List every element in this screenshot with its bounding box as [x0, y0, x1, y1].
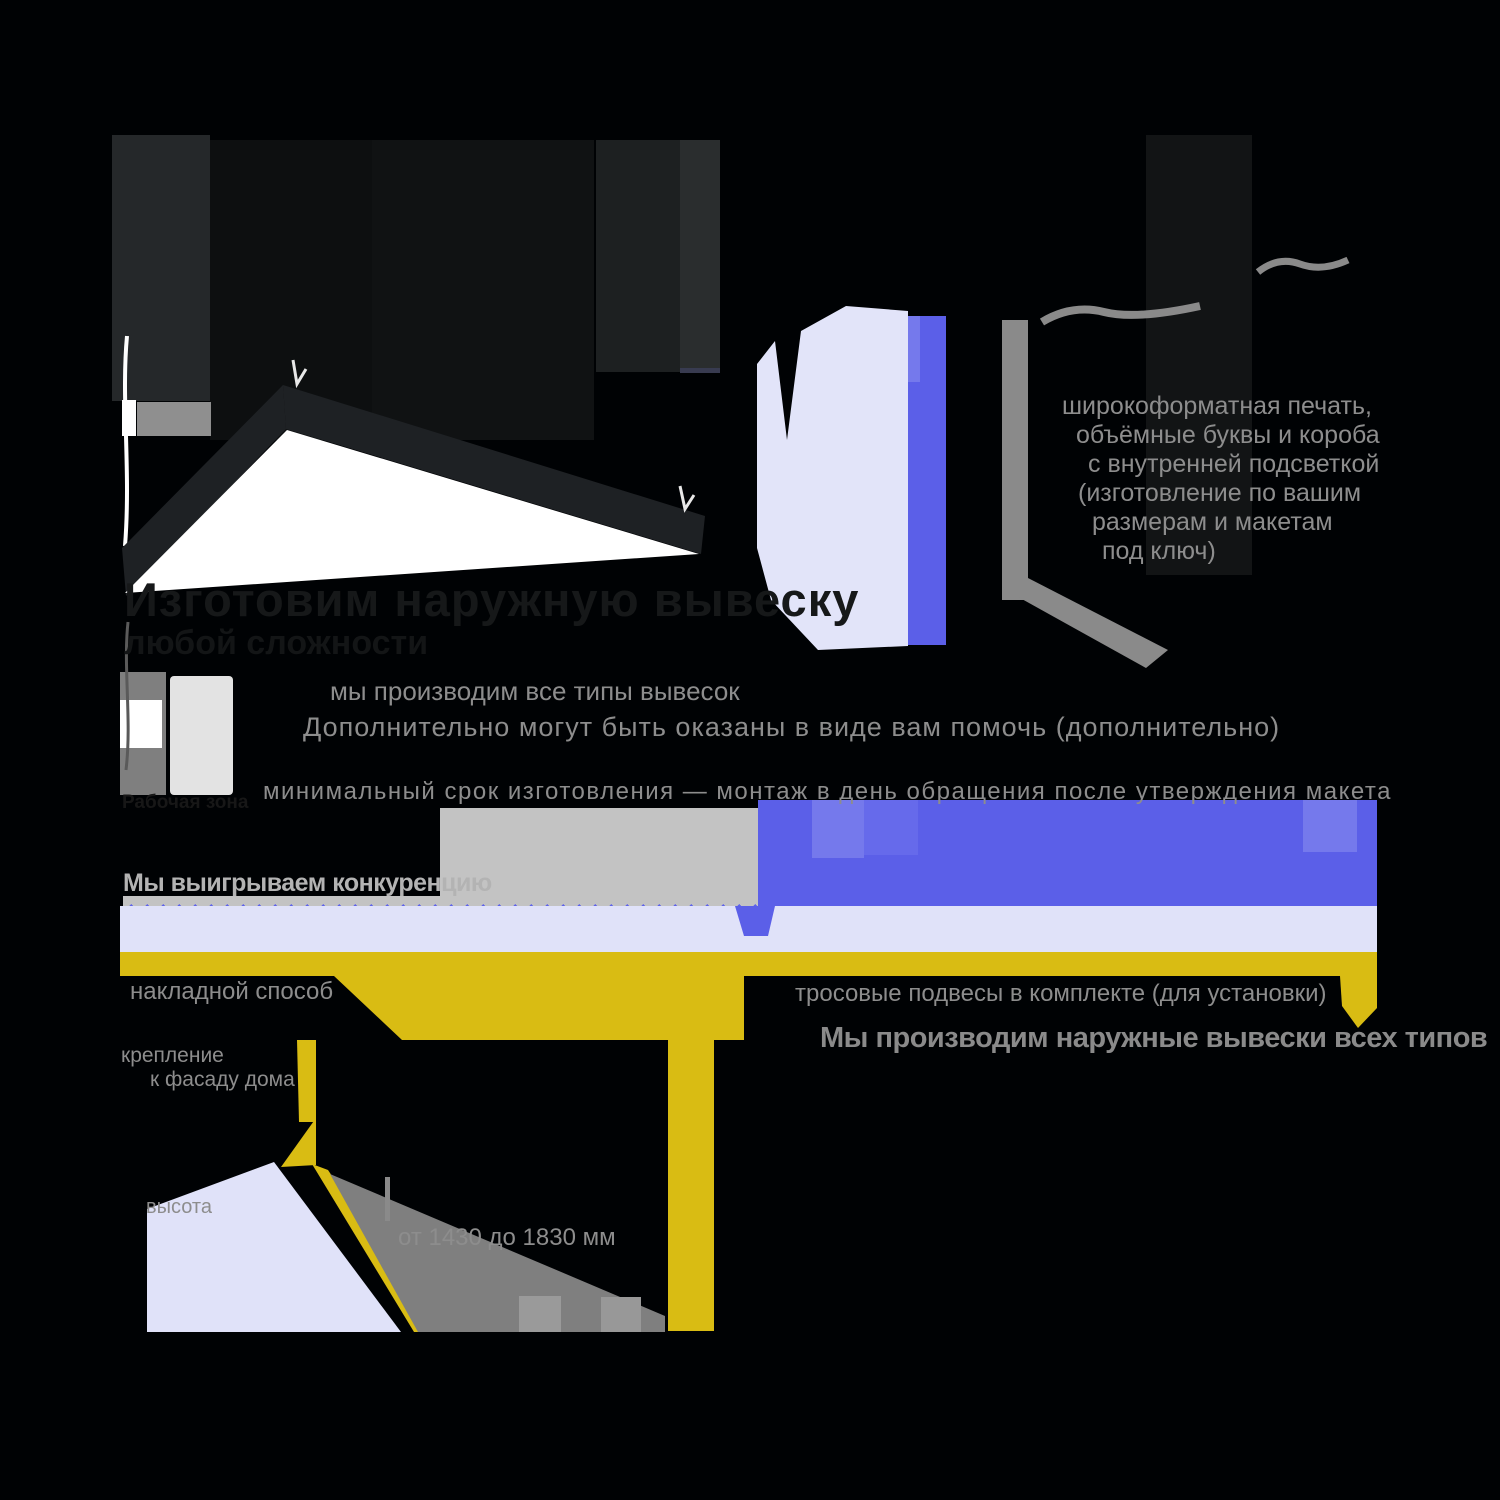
- shadow-highlight: [519, 1296, 561, 1332]
- workzone-caption: Рабочая зона: [122, 792, 249, 813]
- height-label: высота: [146, 1196, 212, 1218]
- strip-text: Мы выигрываем конкуренцию: [123, 869, 492, 897]
- cable-icon: [123, 335, 129, 547]
- intro-line: Дополнительно могут быть оказаны в виде …: [303, 712, 1281, 742]
- dimension-value: от 1430 до 1830 мм: [398, 1224, 616, 1251]
- panel-profile-highlight: [908, 316, 920, 382]
- indigo-band-highlight: [812, 800, 864, 858]
- leader-line: [1002, 578, 1168, 668]
- dark-block: [596, 140, 680, 372]
- annotation-block: широкоформатная печать, объёмные буквы и…: [1062, 392, 1380, 566]
- page-subtitle: любой сложности: [124, 624, 429, 662]
- annotation-line: размерам и макетам: [1092, 508, 1333, 536]
- signboard-front-face: [125, 430, 699, 593]
- bracket-label: крепление: [121, 1044, 224, 1067]
- yellow-block: [334, 976, 744, 1040]
- wall-section-lavender: [147, 1162, 401, 1332]
- spec-gray-block: [440, 808, 758, 898]
- indigo-band-highlight: [1303, 800, 1357, 852]
- indigo-band-highlight: [864, 800, 918, 855]
- band-caption: минимальный срок изготовления — монтаж в…: [263, 778, 1392, 805]
- panel-illustration: [757, 306, 908, 650]
- panel-profile-bar: [908, 316, 946, 645]
- yellow-strip: [297, 1040, 316, 1122]
- wall-section-shadow: [330, 1174, 665, 1332]
- intro-line: мы производим все типы вывесок: [330, 676, 740, 706]
- mount-method-label: накладной способ: [130, 978, 334, 1005]
- hanger-hook-icon: [291, 359, 308, 389]
- dark-block: [112, 135, 210, 401]
- bracket-label: к фасаду дома: [150, 1068, 295, 1091]
- signboard-left-face: [122, 385, 286, 596]
- dark-block: [1146, 135, 1252, 575]
- dark-block-underline: [680, 368, 720, 373]
- shadow-highlight: [601, 1297, 641, 1332]
- produce-line: Мы производим наружные вывески всех типо…: [820, 1022, 1488, 1054]
- dimension-tick: [385, 1177, 390, 1221]
- band-notch: [735, 906, 775, 936]
- yellow-strip-tip: [281, 1118, 316, 1167]
- yellow-corner: [1340, 976, 1377, 1028]
- dark-block: [680, 140, 720, 368]
- wall-clip-gray: [137, 402, 211, 436]
- signboard-top-face: [283, 385, 705, 554]
- measure-strip: [1002, 320, 1028, 600]
- annotation-line: под ключ): [1102, 537, 1216, 565]
- annotation-line: (изготовление по вашим: [1078, 479, 1362, 507]
- scribble-icon: [1255, 256, 1350, 275]
- cable-note-label: тросовые подвесы в комплекте (для устано…: [795, 980, 1327, 1007]
- cable-icon: [124, 621, 130, 771]
- page-title: Изготовим наружную вывеску: [124, 573, 860, 626]
- scribble-icon: [1039, 302, 1201, 326]
- annotation-line: объёмные буквы и короба: [1076, 421, 1380, 449]
- hanger-hook-icon: [678, 485, 696, 513]
- annotation-line: широкоформатная печать,: [1062, 392, 1372, 420]
- yellow-band: [120, 952, 1377, 976]
- annotation-line: с внутренней подсветкой: [1088, 450, 1380, 478]
- dark-block: [372, 140, 594, 440]
- material-card-light: [170, 676, 233, 795]
